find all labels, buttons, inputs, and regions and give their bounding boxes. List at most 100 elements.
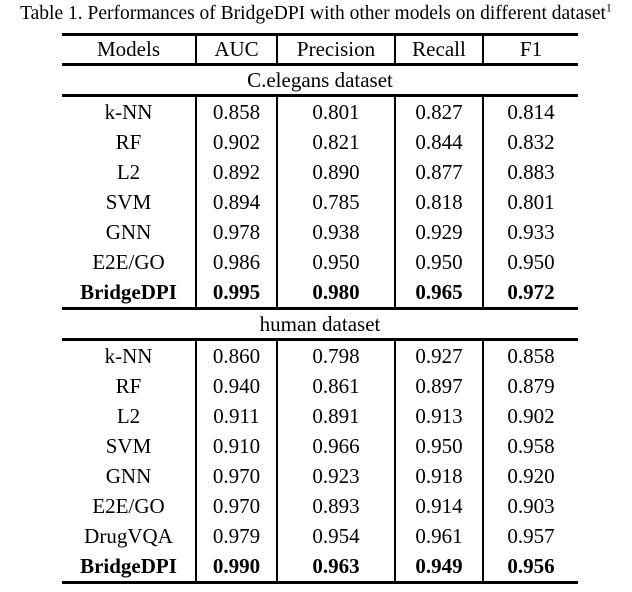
model-name-cell: RF bbox=[115, 129, 142, 154]
model-row: RF 0.940 0.861 0.897 0.879 bbox=[62, 371, 578, 401]
column-header-auc: AUC bbox=[195, 33, 277, 66]
metric-value-cell: 0.902 bbox=[482, 401, 578, 431]
metric-value-cell: 0.920 bbox=[482, 461, 578, 491]
model-name-cell: E2E/GO bbox=[92, 493, 165, 518]
header-row: Models AUC Precision Recall F1 bbox=[62, 33, 578, 66]
model-name-cell: L2 bbox=[116, 159, 141, 184]
metric-value-cell: 0.894 bbox=[195, 187, 277, 217]
model-row: k-NN 0.858 0.801 0.827 0.814 bbox=[62, 95, 578, 127]
metric-value-cell: 0.940 bbox=[195, 371, 277, 401]
metric-value-cell: 0.814 bbox=[482, 95, 578, 127]
model-name-cell: E2E/GO bbox=[92, 249, 165, 274]
metric-value-cell: 0.927 bbox=[394, 339, 483, 371]
model-name-cell: BridgeDPI bbox=[62, 277, 196, 310]
metric-value-cell: 0.963 bbox=[276, 551, 395, 584]
metric-value-cell: 0.979 bbox=[195, 521, 277, 551]
metric-value-cell: 0.801 bbox=[482, 187, 578, 217]
metric-value-cell: 0.902 bbox=[195, 127, 277, 157]
metric-value-cell: 0.910 bbox=[195, 431, 277, 461]
model-name-cell: SVM bbox=[105, 433, 152, 458]
table-caption: Table 1. Performances of BridgeDPI with … bbox=[0, 1, 632, 27]
section-label: C.elegans dataset bbox=[62, 64, 578, 97]
model-row: L2 0.911 0.891 0.913 0.902 bbox=[62, 401, 578, 431]
metric-value-cell: 0.957 bbox=[482, 521, 578, 551]
model-row: E2E/GO 0.970 0.893 0.914 0.903 bbox=[62, 491, 578, 521]
metric-value-cell: 0.972 bbox=[482, 277, 578, 310]
metric-value-cell: 0.883 bbox=[482, 157, 578, 187]
metric-value-cell: 0.892 bbox=[195, 157, 277, 187]
metric-value-cell: 0.827 bbox=[394, 95, 483, 127]
model-row: GNN 0.978 0.938 0.929 0.933 bbox=[62, 217, 578, 247]
metric-value-cell: 0.938 bbox=[276, 217, 395, 247]
metric-value-cell: 0.956 bbox=[482, 551, 578, 584]
metric-value-cell: 0.978 bbox=[195, 217, 277, 247]
metric-value-cell: 0.844 bbox=[394, 127, 483, 157]
metric-value-cell: 0.832 bbox=[482, 127, 578, 157]
metric-value-cell: 0.986 bbox=[195, 247, 277, 277]
table-caption-text: Table 1. Performances of BridgeDPI with … bbox=[20, 3, 606, 24]
metric-value-cell: 0.897 bbox=[394, 371, 483, 401]
column-header-models: Models bbox=[62, 33, 196, 66]
metric-value-cell: 0.980 bbox=[276, 277, 395, 310]
section-header-row: C.elegans dataset bbox=[62, 64, 578, 97]
model-row: k-NN 0.860 0.798 0.927 0.858 bbox=[62, 339, 578, 371]
metric-value-cell: 0.801 bbox=[276, 95, 395, 127]
metric-value-cell: 0.970 bbox=[195, 491, 277, 521]
metric-value-cell: 0.923 bbox=[276, 461, 395, 491]
metric-value-cell: 0.918 bbox=[394, 461, 483, 491]
model-row: E2E/GO 0.986 0.950 0.950 0.950 bbox=[62, 247, 578, 277]
metric-value-cell: 0.911 bbox=[195, 401, 277, 431]
metric-value-cell: 0.821 bbox=[276, 127, 395, 157]
model-row: SVM 0.910 0.966 0.950 0.958 bbox=[62, 431, 578, 461]
model-name-cell: k-NN bbox=[104, 343, 153, 368]
model-name-cell: GNN bbox=[105, 463, 152, 488]
metric-value-cell: 0.860 bbox=[195, 339, 277, 371]
model-row: BridgeDPI 0.995 0.980 0.965 0.972 bbox=[62, 277, 578, 310]
metric-value-cell: 0.879 bbox=[482, 371, 578, 401]
section-label: human dataset bbox=[62, 308, 578, 341]
metric-value-cell: 0.877 bbox=[394, 157, 483, 187]
model-name-cell: k-NN bbox=[104, 99, 153, 124]
metric-value-cell: 0.949 bbox=[394, 551, 483, 584]
model-row: L2 0.892 0.890 0.877 0.883 bbox=[62, 157, 578, 187]
model-row: SVM 0.894 0.785 0.818 0.801 bbox=[62, 187, 578, 217]
metric-value-cell: 0.966 bbox=[276, 431, 395, 461]
model-name-cell: DrugVQA bbox=[84, 523, 173, 548]
footnote-marker: 1 bbox=[605, 0, 612, 15]
metric-value-cell: 0.798 bbox=[276, 339, 395, 371]
results-table: Models AUC Precision Recall F1 C.elegans… bbox=[62, 33, 578, 584]
metric-value-cell: 0.891 bbox=[276, 401, 395, 431]
metric-value-cell: 0.950 bbox=[394, 247, 483, 277]
metric-value-cell: 0.858 bbox=[195, 95, 277, 127]
model-name-cell: RF bbox=[115, 373, 142, 398]
model-row: DrugVQA 0.979 0.954 0.961 0.957 bbox=[62, 521, 578, 551]
metric-value-cell: 0.965 bbox=[394, 277, 483, 310]
model-row: GNN 0.970 0.923 0.918 0.920 bbox=[62, 461, 578, 491]
metric-value-cell: 0.785 bbox=[276, 187, 395, 217]
model-name-cell: GNN bbox=[105, 219, 152, 244]
model-name-cell: SVM bbox=[105, 189, 152, 214]
metric-value-cell: 0.950 bbox=[394, 431, 483, 461]
model-name-cell: L2 bbox=[116, 403, 141, 428]
metric-value-cell: 0.903 bbox=[482, 491, 578, 521]
model-row: RF 0.902 0.821 0.844 0.832 bbox=[62, 127, 578, 157]
metric-value-cell: 0.929 bbox=[394, 217, 483, 247]
metric-value-cell: 0.961 bbox=[394, 521, 483, 551]
column-header-recall: Recall bbox=[394, 33, 483, 66]
metric-value-cell: 0.858 bbox=[482, 339, 578, 371]
metric-value-cell: 0.950 bbox=[276, 247, 395, 277]
metric-value-cell: 0.970 bbox=[195, 461, 277, 491]
metric-value-cell: 0.990 bbox=[195, 551, 277, 584]
metric-value-cell: 0.914 bbox=[394, 491, 483, 521]
metric-value-cell: 0.933 bbox=[482, 217, 578, 247]
metric-value-cell: 0.861 bbox=[276, 371, 395, 401]
column-header-precision: Precision bbox=[276, 33, 395, 66]
column-header-f1: F1 bbox=[482, 33, 578, 66]
metric-value-cell: 0.950 bbox=[482, 247, 578, 277]
metric-value-cell: 0.958 bbox=[482, 431, 578, 461]
metric-value-cell: 0.890 bbox=[276, 157, 395, 187]
metric-value-cell: 0.818 bbox=[394, 187, 483, 217]
metric-value-cell: 0.954 bbox=[276, 521, 395, 551]
metric-value-cell: 0.995 bbox=[195, 277, 277, 310]
